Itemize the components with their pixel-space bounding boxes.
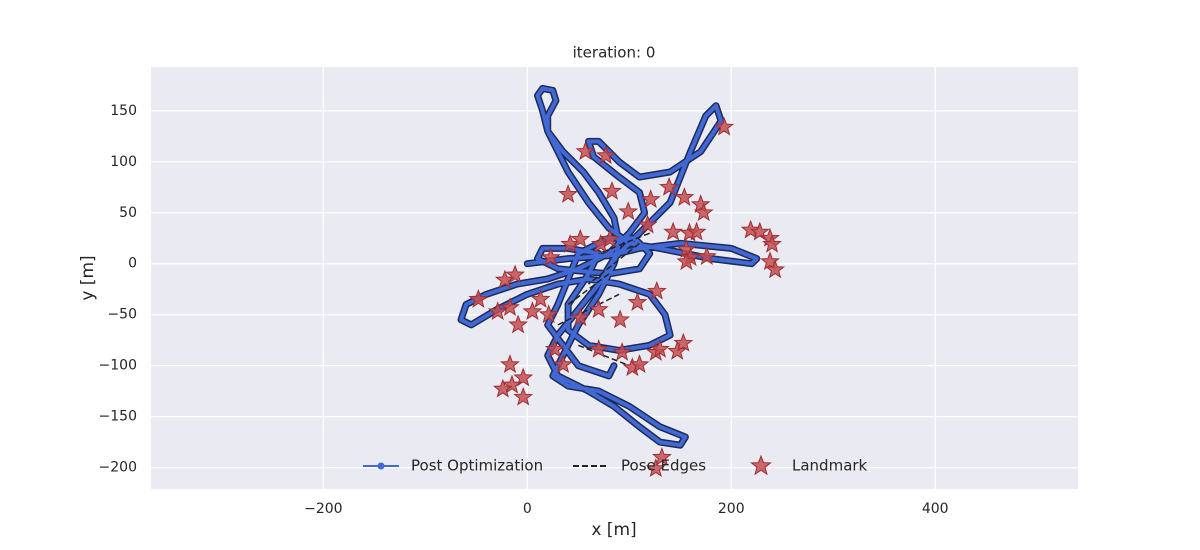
- landmark: [530, 288, 551, 308]
- landmark: [522, 301, 543, 321]
- landmark: [570, 307, 591, 327]
- landmark: [612, 341, 633, 361]
- y-tick-label: 50: [119, 205, 137, 221]
- landmark: [468, 288, 489, 308]
- landmark: [570, 228, 591, 248]
- plot-area: [151, 67, 1078, 489]
- landmark: [663, 221, 684, 241]
- marks: [457, 84, 786, 478]
- landmark: [505, 264, 525, 284]
- landmark: [640, 189, 661, 208]
- x-axis-label: x [m]: [591, 520, 636, 540]
- landmark: [676, 251, 697, 271]
- landmark: [558, 183, 579, 203]
- y-axis-label: y [m]: [78, 255, 98, 300]
- landmark: [690, 194, 711, 214]
- landmark: [487, 301, 508, 321]
- landmark: [588, 299, 609, 319]
- x-tick-label: 400: [922, 501, 949, 517]
- y-tick-label: −100: [99, 358, 137, 374]
- legend-swatch: [377, 462, 385, 470]
- landmark: [646, 280, 667, 300]
- y-tick-label: −150: [99, 409, 137, 425]
- landmark: [652, 446, 672, 466]
- chart-title: iteration: 0: [573, 44, 656, 62]
- x-tick-label: 200: [718, 501, 745, 517]
- landmark: [749, 221, 770, 241]
- landmark: [637, 214, 658, 234]
- pose-edge: [588, 242, 640, 285]
- y-tick-label: −50: [107, 307, 137, 323]
- landmark: [714, 116, 735, 136]
- landmark: [760, 251, 780, 271]
- landmark: [500, 354, 520, 374]
- landmark: [686, 221, 707, 241]
- landmark: [588, 338, 609, 358]
- landmark: [627, 292, 648, 311]
- y-tick-label: −200: [99, 460, 137, 476]
- landmark: [645, 458, 666, 478]
- landmark: [673, 332, 694, 352]
- landmark: [553, 354, 573, 374]
- trajectory: [459, 86, 759, 448]
- y-tick-label: 100: [110, 154, 137, 170]
- legend: Post Optimization Pose Edges Landmark: [363, 454, 868, 476]
- landmark: [600, 228, 620, 248]
- pose-edge: [598, 232, 650, 255]
- legend-swatch: [750, 454, 772, 476]
- landmark: [618, 201, 639, 221]
- landmark: [696, 246, 717, 266]
- landmark: [602, 180, 622, 200]
- landmark: [659, 176, 679, 196]
- y-tick-label: 0: [128, 256, 137, 272]
- x-tick-label: 0: [523, 501, 532, 517]
- landmark: [492, 378, 513, 398]
- landmark: [610, 309, 631, 329]
- landmark: [513, 386, 534, 406]
- pose-edge: [557, 293, 620, 326]
- legend-label: Landmark: [792, 457, 868, 475]
- x-tick-label: −200: [304, 501, 342, 517]
- landmark: [494, 269, 515, 289]
- legend-label: Pose Edges: [621, 457, 706, 475]
- landmark: [674, 187, 695, 206]
- landmark: [765, 259, 786, 279]
- landmark: [595, 145, 616, 165]
- landmark: [667, 340, 688, 360]
- landmark: [649, 338, 670, 358]
- landmark: [693, 202, 714, 222]
- landmark: [575, 141, 596, 161]
- y-tick-label: 150: [110, 103, 137, 119]
- landmark: [502, 374, 522, 394]
- legend-label: Post Optimization: [411, 457, 543, 475]
- landmark: [500, 297, 520, 316]
- landmark: [762, 233, 782, 253]
- landmark: [629, 354, 650, 374]
- landmark: [508, 314, 529, 334]
- landmark: [538, 304, 559, 324]
- landmark: [544, 338, 565, 358]
- landmark: [540, 247, 561, 267]
- landmark: [513, 367, 534, 387]
